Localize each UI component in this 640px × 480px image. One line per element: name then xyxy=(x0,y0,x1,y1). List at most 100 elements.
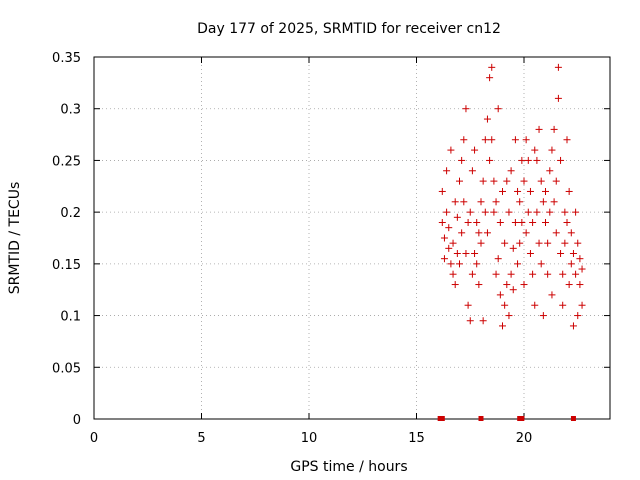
data-point xyxy=(449,270,457,278)
data-point xyxy=(509,244,517,252)
data-point xyxy=(552,229,560,237)
data-point xyxy=(514,187,522,195)
x-tick-label: 0 xyxy=(90,431,98,446)
data-point xyxy=(559,301,567,309)
data-point xyxy=(488,136,496,144)
data-point xyxy=(574,312,582,320)
data-point xyxy=(466,208,474,216)
data-point xyxy=(443,208,451,216)
data-point xyxy=(492,198,500,206)
data-point xyxy=(492,270,500,278)
data-point xyxy=(511,136,519,144)
data-point xyxy=(507,167,515,175)
data-point xyxy=(475,229,483,237)
data-point xyxy=(567,229,575,237)
data-point xyxy=(516,239,524,247)
data-point xyxy=(511,218,519,226)
data-point xyxy=(526,250,534,258)
data-point xyxy=(572,208,580,216)
data-point xyxy=(496,218,504,226)
data-point xyxy=(518,156,526,164)
data-point xyxy=(507,270,515,278)
data-point xyxy=(533,156,541,164)
data-point xyxy=(550,125,558,133)
data-point xyxy=(453,213,461,221)
x-tick-label: 15 xyxy=(408,431,425,446)
data-point xyxy=(537,177,545,185)
data-point xyxy=(552,177,560,185)
data-point xyxy=(539,198,547,206)
data-point xyxy=(479,317,487,325)
data-point xyxy=(458,229,466,237)
data-point xyxy=(503,281,511,289)
data-point xyxy=(529,270,537,278)
data-point xyxy=(531,146,539,154)
data-point xyxy=(464,301,472,309)
data-point xyxy=(490,208,498,216)
y-tick-label: 0.05 xyxy=(52,361,81,376)
data-point xyxy=(488,63,496,71)
data-point xyxy=(496,291,504,299)
data-point xyxy=(483,229,491,237)
data-point xyxy=(539,312,547,320)
data-point xyxy=(458,156,466,164)
data-point xyxy=(526,187,534,195)
data-point xyxy=(471,250,479,258)
x-tick-label: 10 xyxy=(301,431,318,446)
data-point xyxy=(531,301,539,309)
data-point xyxy=(561,239,569,247)
data-point xyxy=(548,146,556,154)
data-point xyxy=(460,136,468,144)
data-point xyxy=(557,250,565,258)
zero-value-marker xyxy=(570,416,576,421)
data-point xyxy=(522,229,530,237)
data-point xyxy=(542,218,549,226)
data-point xyxy=(535,125,543,133)
data-point xyxy=(466,317,474,325)
data-point xyxy=(569,250,577,258)
data-point xyxy=(494,255,502,263)
y-tick-labels: 0 0.05 0.1 0.15 0.2 0.25 0.3 0.35 xyxy=(52,51,81,428)
data-point xyxy=(576,281,584,289)
data-point xyxy=(451,281,459,289)
data-point xyxy=(449,239,457,247)
x-tick-label: 20 xyxy=(516,431,533,446)
data-point xyxy=(501,301,509,309)
data-point xyxy=(440,255,448,263)
data-point xyxy=(443,167,451,175)
data-point xyxy=(477,198,485,206)
y-tick-label: 0 xyxy=(73,413,81,428)
x-tick-label: 5 xyxy=(197,431,205,446)
data-point xyxy=(524,156,532,164)
data-point xyxy=(481,208,489,216)
data-point xyxy=(505,208,513,216)
data-point xyxy=(578,301,586,309)
data-point xyxy=(576,255,584,263)
data-point xyxy=(440,234,448,242)
data-point xyxy=(559,270,567,278)
data-point xyxy=(445,244,453,252)
data-point xyxy=(544,239,552,247)
data-point xyxy=(447,260,455,268)
data-point xyxy=(546,208,554,216)
y-tick-label: 0.15 xyxy=(52,258,81,273)
y-tick-label: 0.25 xyxy=(52,154,81,169)
data-point xyxy=(546,167,554,175)
data-point xyxy=(438,187,446,195)
data-point xyxy=(456,177,463,185)
zero-value-marker xyxy=(439,416,445,421)
zero-value-marker xyxy=(519,416,525,421)
data-point xyxy=(438,218,446,226)
data-point xyxy=(501,239,509,247)
grid-lines xyxy=(94,57,610,419)
data-point xyxy=(548,291,556,299)
data-point xyxy=(557,156,565,164)
x-axis-label: GPS time / hours xyxy=(290,459,407,475)
data-point xyxy=(578,265,586,273)
data-point xyxy=(569,322,577,330)
plot-frame xyxy=(93,56,611,420)
data-point xyxy=(462,250,470,258)
data-point xyxy=(563,136,571,144)
data-point xyxy=(505,312,513,320)
data-point xyxy=(479,177,487,185)
